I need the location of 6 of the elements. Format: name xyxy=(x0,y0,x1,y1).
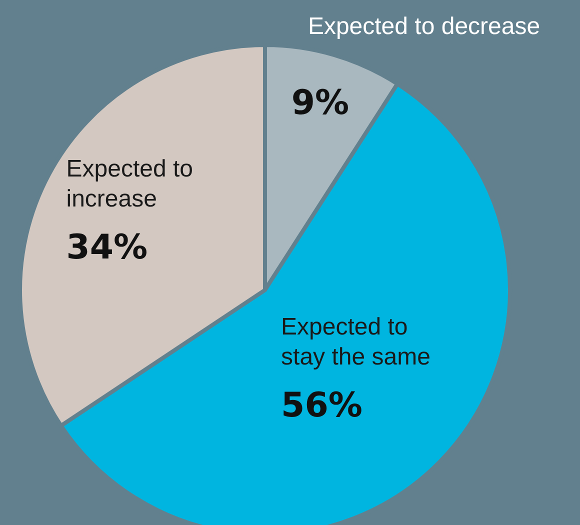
data-label: 9% xyxy=(291,82,350,123)
slice-label: Expected to decrease xyxy=(308,13,540,40)
slice-label: Expected to stay the same xyxy=(281,314,430,371)
data-label: 56% xyxy=(281,386,362,426)
slice-label: Expected to increase xyxy=(66,155,193,212)
data-label: 34% xyxy=(66,227,148,268)
